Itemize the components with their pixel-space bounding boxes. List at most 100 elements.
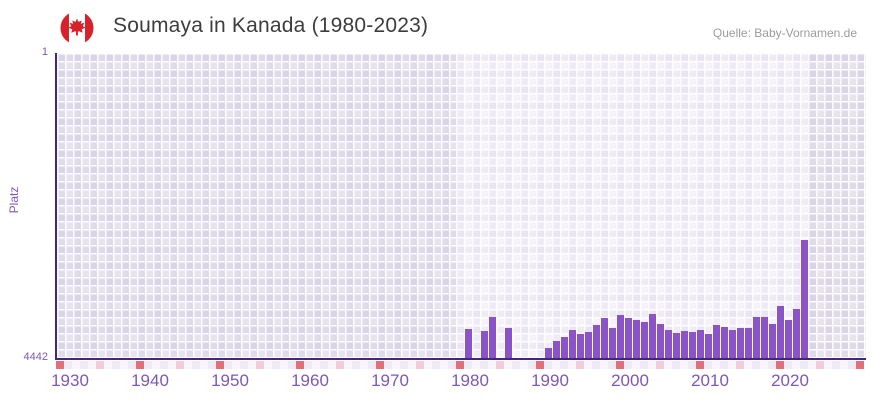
platz-bar[interactable] [728,329,736,358]
platz-bar[interactable] [776,305,784,358]
tick-cell [728,361,736,369]
tick-cell [160,361,168,369]
tick-cell [248,361,256,369]
major-tick-cell [456,361,464,369]
tick-cell [208,361,216,369]
platz-bar[interactable] [544,348,552,358]
platz-bar[interactable] [704,334,712,358]
chart-title: Soumaya in Kanada (1980-2023) [113,14,429,37]
platz-bar[interactable] [792,309,800,358]
tick-cell [824,361,832,369]
minor-tick-cell [336,361,344,369]
minor-tick-cell [96,361,104,369]
x-axis-tick-label: 2020 [771,371,809,390]
tick-cell [840,361,848,369]
major-tick-cell [536,361,544,369]
platz-bar[interactable] [712,324,720,358]
tick-cell [552,361,560,369]
canada-flag-icon [60,11,94,45]
tick-cell [832,361,840,369]
tick-cell [488,361,496,369]
platz-bar[interactable] [656,324,664,358]
platz-bar[interactable] [584,331,592,358]
platz-bar[interactable] [504,327,512,358]
minor-tick-cell [416,361,424,369]
platz-bar[interactable] [616,315,624,358]
tick-cell [152,361,160,369]
minor-tick-cell [496,361,504,369]
tick-cell [192,361,200,369]
x-axis-tick-label: 1960 [291,371,329,390]
tick-cell [560,361,568,369]
platz-bar[interactable] [744,327,752,358]
minor-tick-cell [576,361,584,369]
y-axis-line [55,53,57,360]
tick-cell [648,361,656,369]
tick-cell [640,361,648,369]
tick-cell [528,361,536,369]
platz-bar[interactable] [488,316,496,358]
tick-cell [752,361,760,369]
platz-bar[interactable] [736,327,744,358]
tick-cell [120,361,128,369]
platz-bar[interactable] [624,318,632,358]
platz-bar[interactable] [640,322,648,358]
platz-bar[interactable] [632,320,640,358]
y-axis-top-tick: 1 [41,46,48,58]
platz-bar[interactable] [696,329,704,358]
minor-tick-cell [176,361,184,369]
tick-cell [464,361,472,369]
tick-cell [144,361,152,369]
plot-area[interactable] [57,53,866,358]
platz-bar[interactable] [688,331,696,358]
tick-cell [472,361,480,369]
tick-cell [328,361,336,369]
tick-cell [744,361,752,369]
platz-bar[interactable] [672,332,680,358]
platz-bar[interactable] [600,318,608,358]
major-tick-cell [856,361,864,369]
platz-bar[interactable] [648,314,656,358]
major-tick-cell [296,361,304,369]
tick-cell [720,361,728,369]
tick-cell [88,361,96,369]
tick-cell [224,361,232,369]
tick-cell [784,361,792,369]
platz-bar[interactable] [480,331,488,358]
tick-cell [392,361,400,369]
platz-bar[interactable] [568,329,576,358]
platz-bar[interactable] [592,324,600,358]
tick-cell [80,361,88,369]
major-tick-cell [216,361,224,369]
x-axis-tick-label: 2000 [611,371,649,390]
tick-cell [368,361,376,369]
y-axis-bottom-tick: 4442 [23,351,48,363]
platz-bar[interactable] [752,316,760,358]
platz-bar[interactable] [608,328,616,358]
tick-cell [712,361,720,369]
platz-bar[interactable] [800,240,808,358]
tick-cell [128,361,136,369]
tick-cell [240,361,248,369]
tick-cell [632,361,640,369]
major-tick-cell [696,361,704,369]
platz-bar[interactable] [664,329,672,358]
platz-bar[interactable] [784,320,792,358]
x-axis-tick-label: 1950 [211,371,249,390]
tick-cell [184,361,192,369]
platz-bar[interactable] [464,329,472,358]
platz-bar[interactable] [760,316,768,358]
platz-bar[interactable] [552,341,560,358]
platz-bar[interactable] [720,326,728,358]
platz-bar[interactable] [576,334,584,358]
tick-cell [592,361,600,369]
platz-bar[interactable] [680,330,688,358]
platz-bar[interactable] [768,324,776,358]
tick-cell [272,361,280,369]
tick-cell [480,361,488,369]
tick-cell [408,361,416,369]
platz-bar[interactable] [560,337,568,358]
tick-cell [768,361,776,369]
tick-cell [760,361,768,369]
